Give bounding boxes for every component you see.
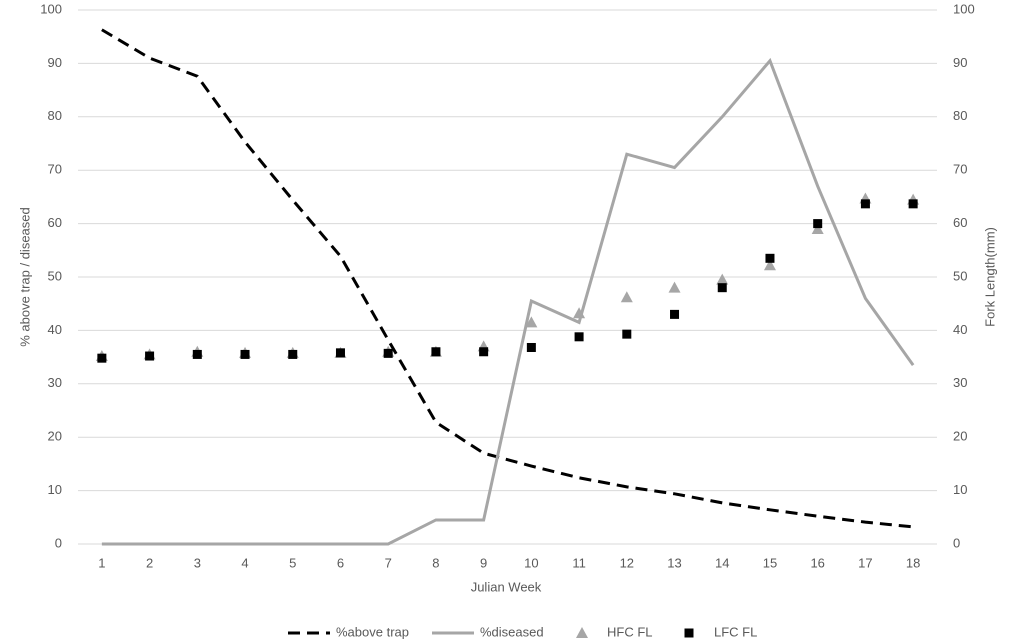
legend-label: LFC FL <box>714 624 757 639</box>
square-marker <box>908 199 918 209</box>
x-tick-label: 5 <box>289 555 296 570</box>
y-tick-label: 20 <box>48 429 62 444</box>
square-marker <box>526 342 536 352</box>
x-tick-label: 7 <box>385 555 392 570</box>
square-marker <box>335 348 345 358</box>
y2-tick-label: 70 <box>953 162 967 177</box>
legend-label: %diseased <box>480 624 544 639</box>
line-series <box>101 57 915 546</box>
x-tick-label: 10 <box>524 555 538 570</box>
legend-label: HFC FL <box>607 624 653 639</box>
triangle-marker <box>573 307 586 319</box>
x-tick-label: 4 <box>241 555 248 570</box>
y2-tick-label: 30 <box>953 375 967 390</box>
triangle-marker <box>620 291 633 303</box>
square-marker <box>288 349 298 359</box>
y-tick-label: 10 <box>48 482 62 497</box>
y2-tick-label: 90 <box>953 55 967 70</box>
x-tick-label: 1 <box>98 555 105 570</box>
y2-tick-label: 20 <box>953 429 967 444</box>
x-tick-label: 8 <box>432 555 439 570</box>
triangle-marker <box>811 222 824 234</box>
triangle-marker <box>763 259 776 271</box>
x-tick-label: 18 <box>906 555 920 570</box>
y-tick-label: 70 <box>48 162 62 177</box>
x-axis-label: Julian Week <box>471 579 542 594</box>
square-marker <box>479 347 489 357</box>
y2-axis-label: Fork Length(mm) <box>982 227 997 327</box>
y-tick-label: 0 <box>55 535 62 550</box>
y-tick-label: 50 <box>48 268 62 283</box>
legend-label: %above trap <box>336 624 409 639</box>
x-tick-label: 16 <box>810 555 824 570</box>
y-axis-label: % above trap / diseased <box>17 207 32 346</box>
x-tick-label: 15 <box>763 555 777 570</box>
y-tick-label: 90 <box>48 55 62 70</box>
square-marker <box>622 329 632 339</box>
x-tick-label: 12 <box>620 555 634 570</box>
square-marker <box>240 349 250 359</box>
y-tick-label: 80 <box>48 108 62 123</box>
x-tick-label: 3 <box>194 555 201 570</box>
square-marker <box>192 349 202 359</box>
x-tick-label: 2 <box>146 555 153 570</box>
x-tick-label: 9 <box>480 555 487 570</box>
square-marker <box>670 309 680 319</box>
square-marker <box>860 199 870 209</box>
y2-tick-label: 0 <box>953 535 960 550</box>
square-marker <box>813 219 823 229</box>
square-marker <box>97 353 107 363</box>
x-tick-label: 17 <box>858 555 872 570</box>
y-tick-label: 40 <box>48 322 62 337</box>
triangle-marker <box>668 281 681 293</box>
legend-swatch <box>684 628 694 638</box>
square-marker <box>717 283 727 293</box>
y-tick-label: 60 <box>48 215 62 230</box>
square-marker <box>383 348 393 358</box>
x-tick-label: 13 <box>667 555 681 570</box>
x-tick-label: 6 <box>337 555 344 570</box>
triangle-marker <box>716 273 729 285</box>
y-tick-label: 100 <box>40 1 62 16</box>
y2-tick-label: 50 <box>953 268 967 283</box>
y-tick-label: 30 <box>48 375 62 390</box>
square-marker <box>145 351 155 361</box>
legend-swatch <box>576 627 588 638</box>
y2-tick-label: 60 <box>953 215 967 230</box>
y2-tick-label: 10 <box>953 482 967 497</box>
y2-tick-label: 80 <box>953 108 967 123</box>
x-tick-label: 14 <box>715 555 729 570</box>
square-marker <box>431 347 441 357</box>
x-tick-label: 11 <box>572 555 586 570</box>
square-marker <box>574 332 584 342</box>
square-marker <box>765 253 775 263</box>
triangle-marker <box>525 316 538 328</box>
y2-tick-label: 40 <box>953 322 967 337</box>
line-series <box>101 28 914 529</box>
y2-tick-label: 100 <box>953 1 975 16</box>
